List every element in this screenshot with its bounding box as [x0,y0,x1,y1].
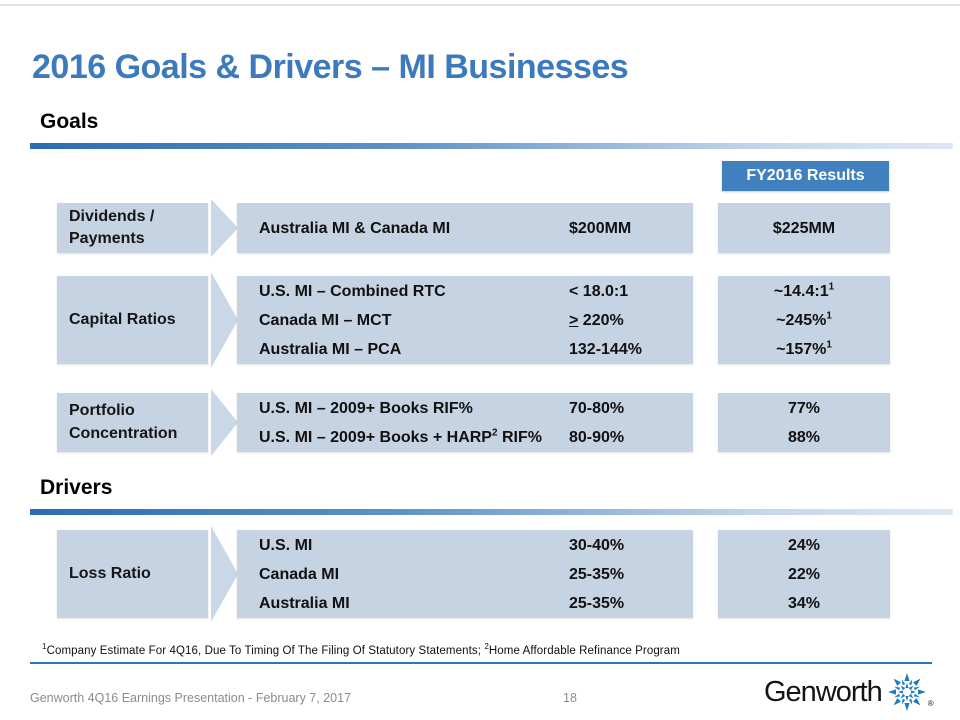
goal-metric: U.S. MI – Combined RTC [259,282,446,300]
goal-target: $200MM [569,219,632,237]
right-arrow-shape [211,272,238,368]
goal-metric: Canada MI – MCT [259,311,392,329]
goals-divider-bar [30,143,953,149]
result-line: $225MM [772,219,836,237]
result-line: 22% [787,565,821,583]
goal-line: U.S. MI – 2009+ Books RIF% 70-80% [259,394,685,423]
goal-line: Australia MI & Canada MI $200MM [259,214,685,243]
right-arrow-shape [211,389,238,456]
right-arrow-shape [211,526,238,622]
label-line: Concentration [69,424,178,442]
goal-line: Canada MI – MCT > 220% [259,306,685,335]
driver-target: 25-35% [569,565,625,583]
driver-line: Canada MI 25-35% [259,560,685,589]
driver-line: U.S. MI 30-40% [259,531,685,560]
results-dividends: $225MM [718,203,890,253]
goal-metric: Australia MI & Canada MI [259,219,451,237]
goal-line: U.S. MI – Combined RTC < 18.0:1 [259,277,685,306]
results-portfolio: 77% 88% [718,393,890,452]
page-number: 18 [563,691,577,705]
label-line: Portfolio [69,402,135,420]
label-line: Dividends / [69,207,155,225]
row-label-capital-ratios: Capital Ratios [57,276,208,364]
results-capital-ratios: ~14.4:11 ~245%1 ~157%1 [718,276,890,364]
goal-target: > 220% [569,311,624,329]
row-capital-ratios: Capital Ratios U.S. MI – Combined RTC < … [0,272,960,368]
slide-title: 2016 Goals & Drivers – MI Businesses [32,48,629,86]
driver-metric: U.S. MI [259,536,313,554]
row-loss-ratio: Loss Ratio U.S. MI 30-40% Canada MI 25-3… [0,526,960,622]
genworth-logo-text: Genworth [764,675,883,708]
goal-target: < 18.0:1 [569,282,629,300]
label-line: Loss Ratio [69,564,151,582]
registered-trademark-symbol: ® [927,699,934,708]
drivers-content-loss-ratio: U.S. MI 30-40% Canada MI 25-35% Australi… [237,530,693,618]
genworth-starburst-icon [887,673,926,711]
fy2016-results-header: FY2016 Results [722,161,889,191]
goal-target: 70-80% [569,399,625,417]
driver-line: Australia MI 25-35% [259,589,685,618]
row-label-portfolio-concentration: Portfolio Concentration [57,393,208,452]
slide-top-edge [0,4,960,6]
row-label-dividends-payments: Dividends / Payments [57,203,208,253]
footer-presentation-title: Genworth 4Q16 Earnings Presentation - Fe… [30,691,352,705]
driver-metric: Australia MI [259,594,350,612]
driver-target: 25-35% [569,594,625,612]
goals-section-heading: Goals [40,110,99,133]
label-line: Capital Ratios [69,310,176,328]
row-label-loss-ratio: Loss Ratio [57,530,208,618]
goal-target: 132-144% [569,340,642,358]
result-line: 77% [787,399,821,417]
goals-content-dividends: Australia MI & Canada MI $200MM [237,203,693,253]
results-loss-ratio: 24% 22% 34% [718,530,890,618]
genworth-logo: Genworth ® [764,672,934,712]
goal-metric: U.S. MI – 2009+ Books RIF% [259,399,473,417]
goal-metric: Australia MI – PCA [259,340,402,358]
result-line: 34% [787,594,821,612]
goals-content-capital-ratios: U.S. MI – Combined RTC < 18.0:1 Canada M… [237,276,693,364]
result-line: ~14.4:11 [773,281,835,300]
result-line: ~157%1 [776,339,832,358]
goal-line: Australia MI – PCA 132-144% [259,335,685,364]
goal-line: U.S. MI – 2009+ Books + HARP2 RIF% 80-90… [259,423,685,452]
row-dividends-payments: Dividends / Payments Australia MI & Cana… [0,199,960,257]
driver-target: 30-40% [569,536,625,554]
footnote-rule [30,662,932,664]
label-line: Payments [69,230,145,247]
drivers-divider-bar [30,509,953,515]
result-line: 24% [787,536,821,554]
goal-metric: U.S. MI – 2009+ Books + HARP2 RIF% [259,427,542,446]
footnote: 1Company Estimate For 4Q16, Due To Timin… [42,642,680,657]
result-line: 88% [787,428,821,446]
goal-target: 80-90% [569,428,625,446]
drivers-section-heading: Drivers [40,476,113,499]
result-line: ~245%1 [776,310,832,329]
goals-content-portfolio: U.S. MI – 2009+ Books RIF% 70-80% U.S. M… [237,393,693,452]
driver-metric: Canada MI [259,565,340,583]
row-portfolio-concentration: Portfolio Concentration U.S. MI – 2009+ … [0,389,960,456]
right-arrow-shape [211,199,238,257]
